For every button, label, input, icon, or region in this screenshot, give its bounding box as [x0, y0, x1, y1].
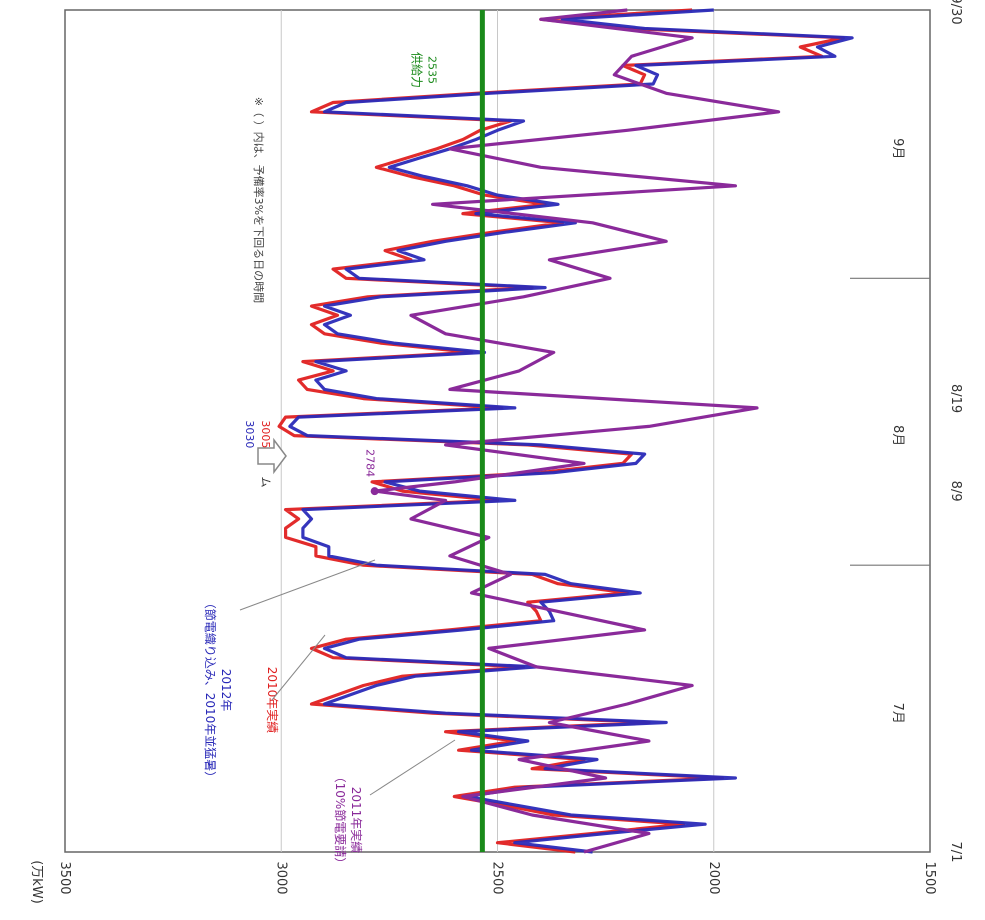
legend-label-2011-note: （10%節電要請） — [333, 771, 348, 870]
value-tick-label: 3000 — [273, 861, 288, 894]
month-label: 8月 — [890, 425, 905, 446]
date-tick-label: 9/30 — [948, 0, 963, 25]
date-tick-label: 7/1 — [948, 842, 963, 863]
plot-area: 1500 2000 2500 3000 3500 (万kW) 7/1 8/9 8/19 9/30 7… — [29, 0, 963, 904]
legend-leader-2012 — [239, 559, 376, 611]
value-tick-label: 2500 — [490, 861, 505, 894]
peak-label-2012: 3030 — [243, 420, 256, 448]
arrow-label: ム — [259, 477, 272, 488]
month-label: 7月 — [890, 703, 905, 724]
legend-leader-2011 — [369, 739, 456, 796]
peak-label-2011: 2784 — [364, 449, 377, 477]
value-tick-label: 2000 — [706, 861, 721, 894]
series-line-3 — [373, 8, 781, 854]
month-label: 9月 — [890, 138, 905, 159]
legend-label-2012: 2012年 — [219, 669, 233, 712]
unit-label: (万kW) — [29, 860, 44, 904]
supply-value-label: 2535 — [425, 56, 438, 84]
supply-label: 供給力 — [409, 52, 423, 88]
legend-leader-2010 — [271, 634, 326, 701]
date-tick-label: 8/9 — [948, 481, 963, 502]
series-line-2 — [288, 8, 854, 854]
arrow-icon — [257, 437, 287, 475]
legend-label-2011: 2011年実績 — [349, 787, 364, 854]
peak-marker-2011 — [370, 487, 379, 496]
peak-label-2010: 3005 — [259, 420, 272, 448]
chart-note: ※（ ）内は、予備率3%を下回る日の時間 — [252, 97, 266, 303]
value-tick-label: 3500 — [57, 861, 72, 894]
legend-label-2012-note: （節電織り込み、2010年並猛暑） — [203, 597, 218, 784]
value-tick-label: 1500 — [922, 861, 937, 894]
date-tick-label: 8/19 — [948, 384, 963, 413]
